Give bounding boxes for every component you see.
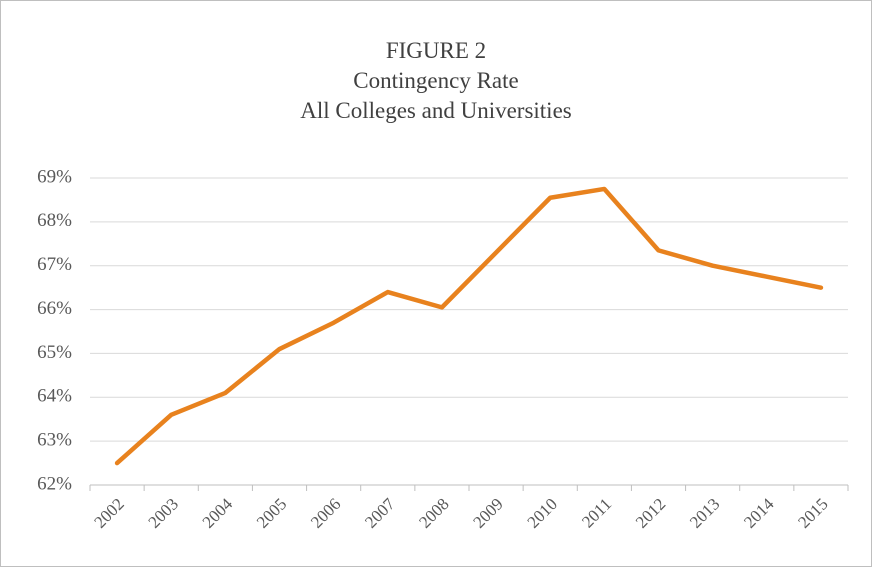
- y-tick-label: 64%: [37, 386, 72, 407]
- data-line: [114, 186, 824, 466]
- y-tick-label: 66%: [37, 298, 72, 319]
- y-tick-label: 69%: [37, 166, 72, 187]
- chart-title: Contingency Rate: [353, 68, 518, 93]
- y-tick-label: 65%: [37, 342, 72, 363]
- y-tick-label: 62%: [37, 473, 72, 494]
- y-tick-label: 63%: [37, 430, 72, 451]
- y-tick-label: 68%: [37, 210, 72, 231]
- y-tick-label: 67%: [37, 254, 72, 275]
- chart-title: FIGURE 2: [386, 38, 486, 63]
- chart-title: All Colleges and Universities: [300, 98, 572, 123]
